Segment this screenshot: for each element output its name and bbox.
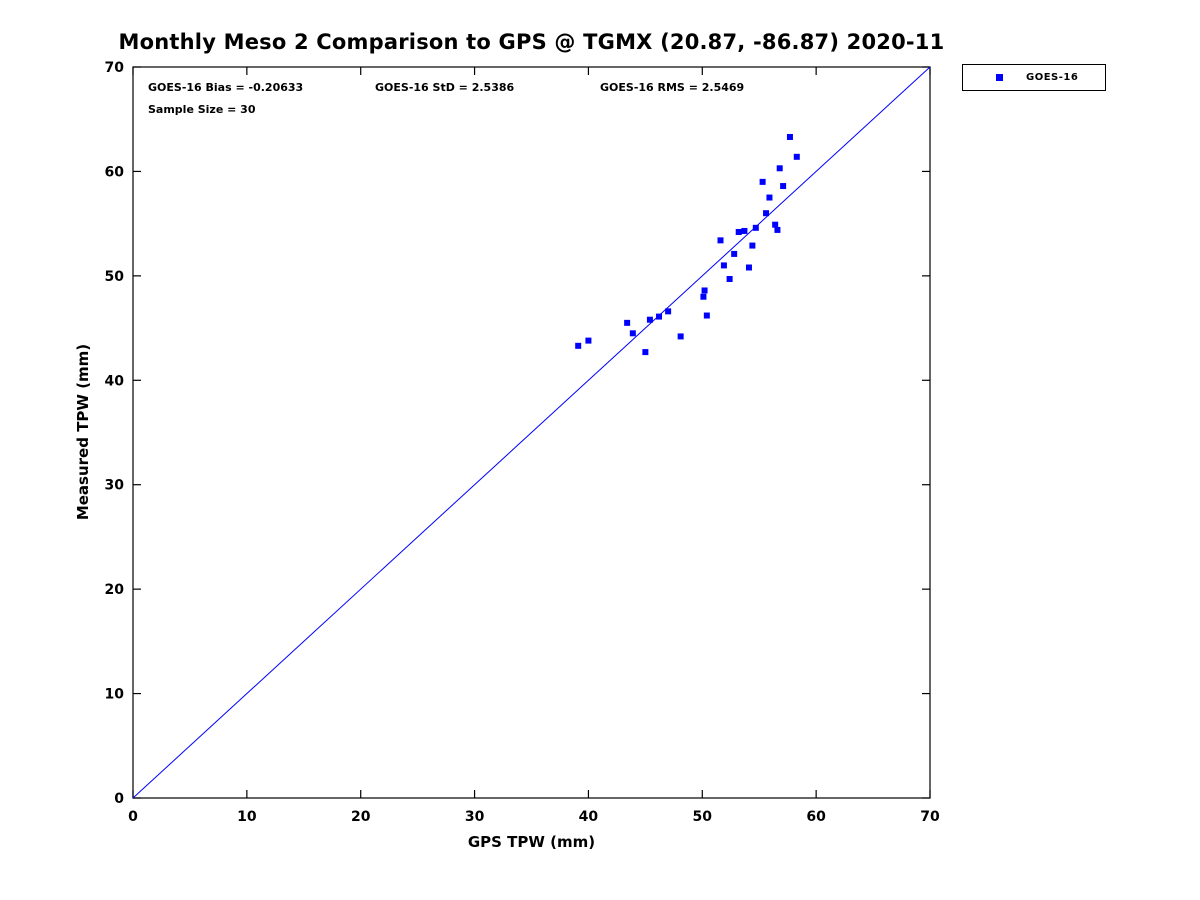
scatter-point	[585, 337, 592, 344]
scatter-point	[703, 312, 710, 319]
scatter-point	[575, 342, 582, 349]
scatter-point	[772, 221, 779, 228]
scatter-point	[774, 226, 781, 233]
legend-label: GOES-16	[1026, 72, 1079, 83]
x-tick-label: 70	[920, 809, 940, 825]
scatter-point	[752, 224, 759, 231]
x-tick-label: 10	[237, 809, 257, 825]
plot-box	[132, 66, 931, 799]
annotation-std: GOES-16 StD = 2.5386	[375, 81, 515, 94]
y-tick-label: 50	[105, 269, 125, 285]
scatter-point	[741, 227, 748, 234]
scatter-point	[646, 316, 653, 323]
y-tick-label: 30	[105, 478, 125, 494]
scatter-point	[776, 165, 783, 172]
scatter-point	[624, 319, 631, 326]
scatter-point	[759, 178, 766, 185]
scatter-point	[717, 237, 724, 244]
y-tick-label: 0	[114, 791, 124, 807]
scatter-point	[665, 308, 672, 315]
identity-line	[132, 66, 931, 799]
scatter-point	[701, 287, 708, 294]
scatter-point	[763, 210, 770, 217]
scatter-point	[656, 313, 663, 320]
scatter-point	[745, 264, 752, 271]
y-tick-label: 10	[105, 687, 125, 703]
y-tick-label: 40	[105, 373, 125, 389]
y-tick-label: 60	[105, 164, 125, 180]
x-tick-label: 30	[465, 809, 485, 825]
scatter-point	[786, 133, 793, 140]
scatter-point	[720, 262, 727, 269]
scatter-point	[642, 349, 649, 356]
scatter-point	[700, 293, 707, 300]
x-axis-label: GPS TPW (mm)	[467, 833, 596, 851]
y-tick-label: 70	[105, 60, 125, 76]
scatter-point	[735, 228, 742, 235]
annotation-sample-size: Sample Size = 30	[148, 103, 256, 116]
scatter-point	[629, 330, 636, 337]
scatter-point	[793, 153, 800, 160]
x-tick-label: 40	[579, 809, 599, 825]
annotation-bias: GOES-16 Bias = -0.20633	[148, 81, 304, 94]
y-axis-label-text: Measured TPW (mm)	[74, 343, 92, 521]
x-tick-label: 20	[351, 809, 371, 825]
annotation-rms: GOES-16 RMS = 2.5469	[600, 81, 745, 94]
x-tick-label: 60	[806, 809, 826, 825]
y-tick-label: 20	[105, 582, 125, 598]
scatter-point	[677, 333, 684, 340]
scatter-point	[766, 194, 773, 201]
x-tick-label: 50	[693, 809, 713, 825]
scatter-point	[726, 275, 733, 282]
legend-marker-icon	[996, 74, 1003, 81]
scatter-point	[749, 242, 756, 249]
scatter-point	[780, 183, 787, 190]
scatter-point	[731, 250, 738, 257]
x-tick-label: 0	[128, 809, 138, 825]
legend: GOES-16	[962, 64, 1106, 91]
chart-title: Monthly Meso 2 Comparison to GPS @ TGMX …	[118, 30, 945, 54]
